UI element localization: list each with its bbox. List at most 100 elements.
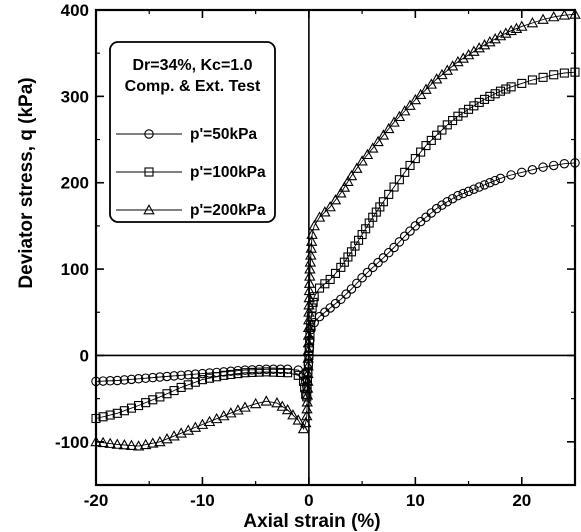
circle-marker — [383, 247, 394, 258]
square-marker — [485, 91, 495, 101]
triangle-marker — [338, 181, 351, 192]
triangle-marker — [302, 337, 315, 348]
square-marker — [305, 329, 315, 339]
circle-marker — [148, 372, 158, 383]
square-marker — [219, 370, 229, 380]
triangle-marker — [271, 397, 283, 408]
triangle-marker — [468, 45, 480, 56]
triangle-marker — [361, 148, 374, 160]
circle-marker — [431, 203, 442, 214]
circle-marker — [119, 375, 130, 385]
legend-square-marker — [144, 167, 154, 177]
circle-marker — [362, 267, 373, 278]
square-marker — [416, 147, 426, 157]
square-marker — [247, 367, 257, 377]
triangle-marker — [510, 22, 523, 33]
triangle-marker — [351, 162, 363, 173]
square-marker — [490, 89, 500, 99]
legend-annotation: Comp. & Ext. Test — [125, 78, 261, 95]
legend-label: p'=200kPa — [190, 202, 266, 219]
square-marker — [268, 367, 278, 377]
series-line — [95, 13, 576, 447]
triangle-marker — [225, 407, 237, 418]
square-marker — [233, 369, 243, 379]
triangle-marker — [154, 435, 166, 447]
triangle-marker — [452, 55, 464, 67]
square-marker — [197, 375, 207, 385]
circle-marker — [91, 376, 101, 387]
triangle-marker — [301, 389, 314, 400]
circle-marker — [133, 374, 144, 384]
triangle-marker — [308, 219, 320, 231]
triangle-marker — [414, 88, 427, 100]
triangle-marker — [302, 344, 315, 356]
square-marker — [378, 197, 388, 207]
square-marker — [283, 368, 293, 378]
circle-marker — [336, 294, 346, 305]
circle-marker — [394, 237, 405, 247]
triangle-marker — [305, 249, 317, 260]
square-marker — [176, 382, 186, 392]
circle-marker — [506, 170, 516, 180]
series-square — [91, 67, 580, 424]
triangle-marker — [526, 17, 539, 28]
square-marker — [400, 167, 410, 177]
triangle-marker — [398, 105, 411, 116]
triangle-marker — [462, 48, 475, 60]
triangle-marker — [168, 430, 180, 441]
square-marker — [527, 75, 537, 85]
y-tick-label: -100 — [55, 433, 89, 452]
circle-marker — [169, 371, 179, 381]
triangle-marker — [478, 39, 491, 50]
square-marker — [570, 67, 580, 77]
triangle-marker — [420, 83, 432, 94]
triangle-marker — [484, 36, 496, 47]
square-marker — [394, 175, 404, 185]
square-marker — [112, 408, 122, 418]
square-marker — [212, 372, 222, 382]
square-marker — [141, 398, 151, 408]
square-marker — [306, 320, 316, 330]
triangle-marker — [161, 433, 173, 444]
triangle-marker — [287, 409, 299, 420]
square-marker — [517, 78, 527, 88]
legend-label: p'=100kPa — [190, 164, 266, 181]
legend: Dr=34%, Kc=1.0 Comp. & Ext. Test p'=50kPa p… — [109, 41, 276, 223]
triangle-marker — [297, 422, 310, 434]
triangle-marker — [210, 412, 223, 424]
triangle-marker — [302, 321, 315, 333]
triangle-marker — [189, 421, 202, 432]
square-marker — [304, 343, 314, 353]
triangle-marker — [547, 10, 560, 22]
x-tick-label: -20 — [84, 491, 109, 510]
square-marker — [126, 403, 137, 413]
square-marker — [155, 392, 165, 402]
triangle-marker — [111, 438, 124, 449]
triangle-marker — [217, 409, 230, 421]
triangle-marker — [409, 93, 422, 105]
square-marker — [479, 94, 490, 104]
x-axis-label: Axial strain (%) — [243, 511, 380, 532]
triangle-marker — [342, 175, 354, 186]
triangle-marker — [260, 395, 273, 406]
square-marker — [275, 367, 286, 377]
square-marker — [495, 86, 506, 96]
triangle-marker — [324, 200, 336, 212]
circle-marker — [495, 173, 506, 184]
square-marker — [240, 368, 250, 378]
circle-marker — [98, 376, 108, 386]
circle-marker — [105, 376, 115, 386]
circle-marker — [463, 186, 474, 197]
square-marker — [261, 367, 271, 377]
triangle-marker — [313, 211, 326, 222]
triangle-marker — [537, 13, 549, 24]
circle-marker — [373, 257, 383, 268]
circle-marker — [197, 368, 208, 379]
plot-frame — [94, 8, 577, 487]
triangle-marker — [372, 135, 384, 147]
triangle-marker — [239, 401, 251, 412]
triangle-marker — [302, 329, 315, 340]
circle-marker — [378, 253, 389, 263]
square-marker — [98, 412, 108, 422]
circle-marker — [405, 226, 415, 236]
